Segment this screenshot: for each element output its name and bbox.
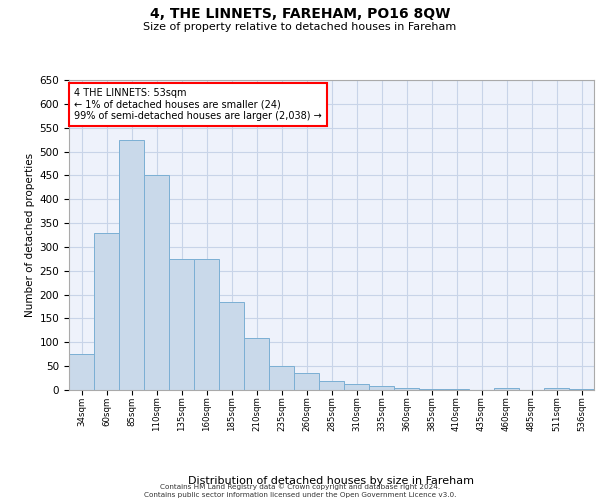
Bar bbox=[194, 259, 219, 390]
Bar bbox=[69, 354, 94, 390]
Bar bbox=[269, 366, 294, 390]
Y-axis label: Number of detached properties: Number of detached properties bbox=[25, 153, 35, 317]
Bar bbox=[444, 388, 469, 390]
Bar bbox=[569, 388, 594, 390]
X-axis label: Distribution of detached houses by size in Fareham: Distribution of detached houses by size … bbox=[188, 476, 475, 486]
Text: 4, THE LINNETS, FAREHAM, PO16 8QW: 4, THE LINNETS, FAREHAM, PO16 8QW bbox=[150, 8, 450, 22]
Bar bbox=[219, 302, 244, 390]
Bar bbox=[344, 384, 369, 390]
Text: Contains HM Land Registry data © Crown copyright and database right 2024.
Contai: Contains HM Land Registry data © Crown c… bbox=[144, 484, 456, 498]
Bar bbox=[144, 176, 169, 390]
Bar bbox=[169, 259, 194, 390]
Bar bbox=[369, 386, 394, 390]
Text: 4 THE LINNETS: 53sqm
← 1% of detached houses are smaller (24)
99% of semi-detach: 4 THE LINNETS: 53sqm ← 1% of detached ho… bbox=[74, 88, 322, 121]
Bar bbox=[494, 388, 519, 390]
Bar bbox=[94, 232, 119, 390]
Bar bbox=[294, 374, 319, 390]
Bar bbox=[419, 388, 444, 390]
Bar bbox=[244, 338, 269, 390]
Text: Size of property relative to detached houses in Fareham: Size of property relative to detached ho… bbox=[143, 22, 457, 32]
Bar bbox=[319, 382, 344, 390]
Bar bbox=[544, 388, 569, 390]
Bar bbox=[119, 140, 144, 390]
Bar bbox=[394, 388, 419, 390]
